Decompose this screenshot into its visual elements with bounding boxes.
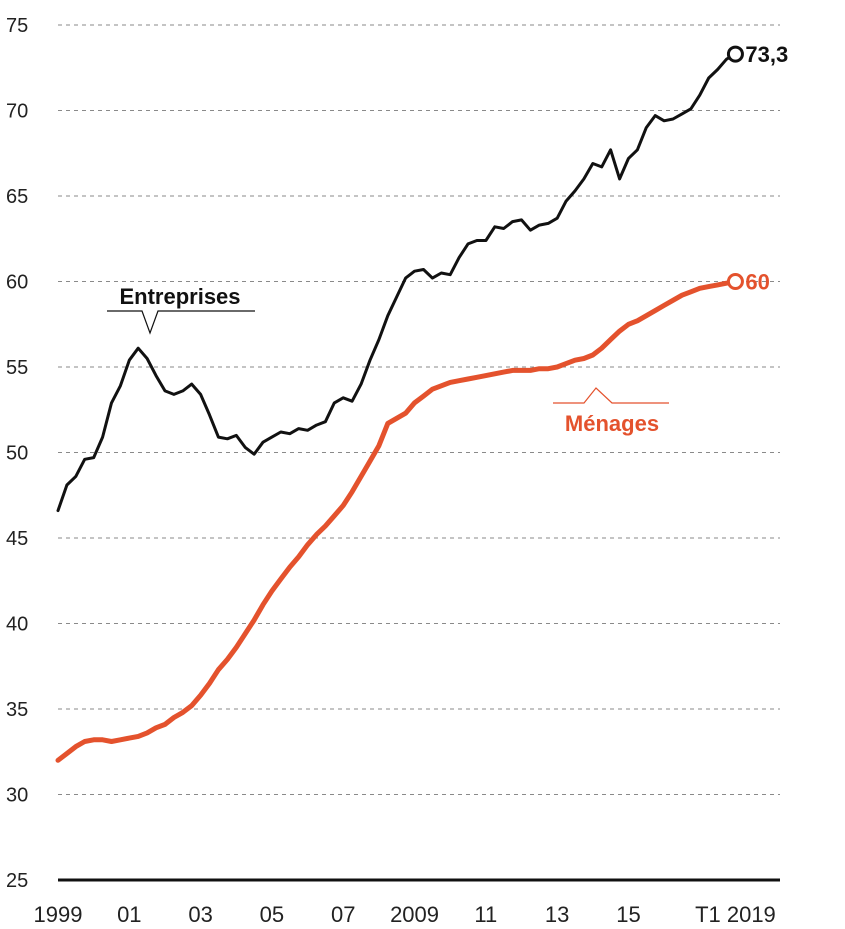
series-lines xyxy=(55,52,738,763)
end-value-label: 60 xyxy=(745,270,769,295)
series-label-menages: Ménages xyxy=(565,411,659,436)
y-tick-label: 45 xyxy=(6,528,28,550)
series-line-menages xyxy=(55,279,738,763)
series-label-entreprises: Entreprises xyxy=(119,284,240,309)
end-marker xyxy=(726,273,744,290)
label-leader-entreprises xyxy=(107,310,255,335)
x-tick-label: 11 xyxy=(474,902,497,927)
y-tick-label: 55 xyxy=(6,357,28,379)
y-tick-label: 65 xyxy=(6,186,28,208)
x-axis-ticks: 1999 01 03 05 07 2009 11 13 15 T1 2019 xyxy=(34,902,776,927)
y-tick-label: 30 xyxy=(6,785,28,807)
y-tick-label: 25 xyxy=(6,870,28,892)
end-value-label: 73,3 xyxy=(745,42,788,67)
label-leader-menages xyxy=(553,387,669,404)
y-tick-label: 75 xyxy=(6,15,28,37)
y-tick-label: 50 xyxy=(6,443,28,465)
y-axis-ticks: 25 30 35 40 45 50 55 60 65 70 75 xyxy=(6,15,28,892)
x-tick-label: 01 xyxy=(117,902,141,927)
end-marker xyxy=(726,45,744,63)
x-tick-label: 2009 xyxy=(390,902,439,927)
x-tick-label: 13 xyxy=(545,902,569,927)
y-tick-label: 70 xyxy=(6,101,28,123)
x-tick-label: 1999 xyxy=(34,902,83,927)
series-line-entreprises xyxy=(56,52,737,513)
y-tick-label: 40 xyxy=(6,614,28,636)
x-tick-label: T1 2019 xyxy=(695,902,776,927)
x-tick-label: 15 xyxy=(616,902,640,927)
x-tick-label: 03 xyxy=(188,902,212,927)
y-tick-label: 35 xyxy=(6,699,28,721)
x-tick-label: 05 xyxy=(260,902,284,927)
annotations: 73,3 60 Entreprises Ménages xyxy=(107,42,788,436)
x-tick-label: 07 xyxy=(331,902,355,927)
y-tick-label: 60 xyxy=(6,272,28,294)
gridlines xyxy=(58,24,780,795)
